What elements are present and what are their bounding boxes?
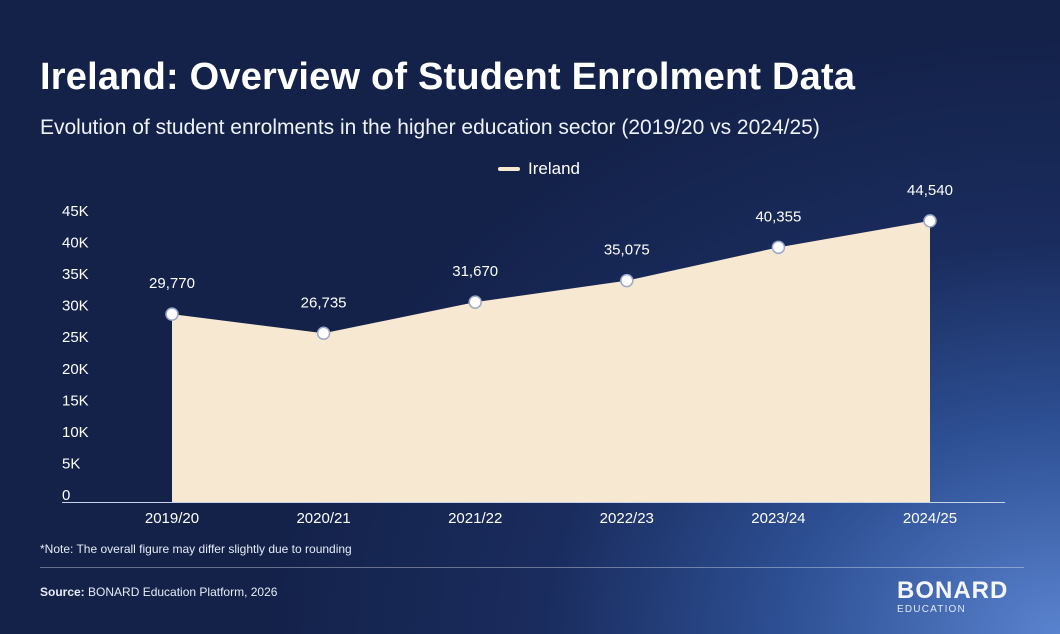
- x-tick-label: 2020/21: [296, 510, 350, 527]
- y-tick-label: 45K: [62, 203, 89, 220]
- y-tick-label: 35K: [62, 266, 89, 283]
- logo-subtitle: EDUCATION: [897, 604, 966, 615]
- y-tick-label: 20K: [62, 361, 89, 378]
- rounding-note: *Note: The overall figure may differ sli…: [40, 542, 352, 556]
- legend: Ireland: [498, 158, 580, 180]
- data-label: 31,670: [452, 263, 498, 280]
- data-point: [771, 240, 786, 255]
- x-tick-label: 2021/22: [448, 510, 502, 527]
- y-tick-label: 25K: [62, 329, 89, 346]
- data-point: [468, 295, 482, 309]
- data-point: [165, 307, 179, 321]
- source-text: BONARD Education Platform, 2026: [84, 585, 278, 599]
- source-label: Source:: [40, 585, 85, 599]
- area-fill-ireland: [172, 220, 930, 502]
- y-tick-label: 30K: [62, 298, 89, 315]
- x-tick-label: 2024/25: [903, 510, 957, 527]
- y-tick-label: 0: [62, 487, 70, 504]
- x-tick-label: 2023/24: [751, 510, 805, 527]
- chart-title: Ireland: Overview of Student Enrolment D…: [40, 56, 856, 98]
- y-tick-label: 10K: [62, 424, 89, 441]
- y-tick-label: 5K: [62, 455, 80, 472]
- legend-label-ireland: Ireland: [528, 159, 580, 178]
- data-label: 35,075: [604, 242, 650, 259]
- data-point: [620, 273, 634, 288]
- data-label: 44,540: [907, 182, 953, 199]
- source-line: Source: BONARD Education Platform, 2026: [40, 585, 277, 599]
- y-tick-label: 15K: [62, 392, 89, 409]
- data-label: 29,770: [149, 275, 195, 292]
- legend-swatch-ireland: [498, 167, 520, 171]
- data-point: [316, 326, 331, 341]
- y-tick-label: 40K: [62, 235, 89, 252]
- data-label: 40,355: [755, 208, 801, 225]
- data-label: 26,735: [301, 294, 347, 311]
- x-tick-label: 2019/20: [145, 510, 199, 527]
- data-point: [923, 214, 937, 228]
- logo-wordmark: BONARD: [897, 577, 1009, 604]
- footer-divider: [40, 567, 1024, 568]
- x-tick-label: 2022/23: [600, 510, 654, 527]
- chart-subtitle: Evolution of student enrolments in the h…: [40, 116, 820, 139]
- bonard-logo: BONARD EDUCATION: [897, 578, 1025, 618]
